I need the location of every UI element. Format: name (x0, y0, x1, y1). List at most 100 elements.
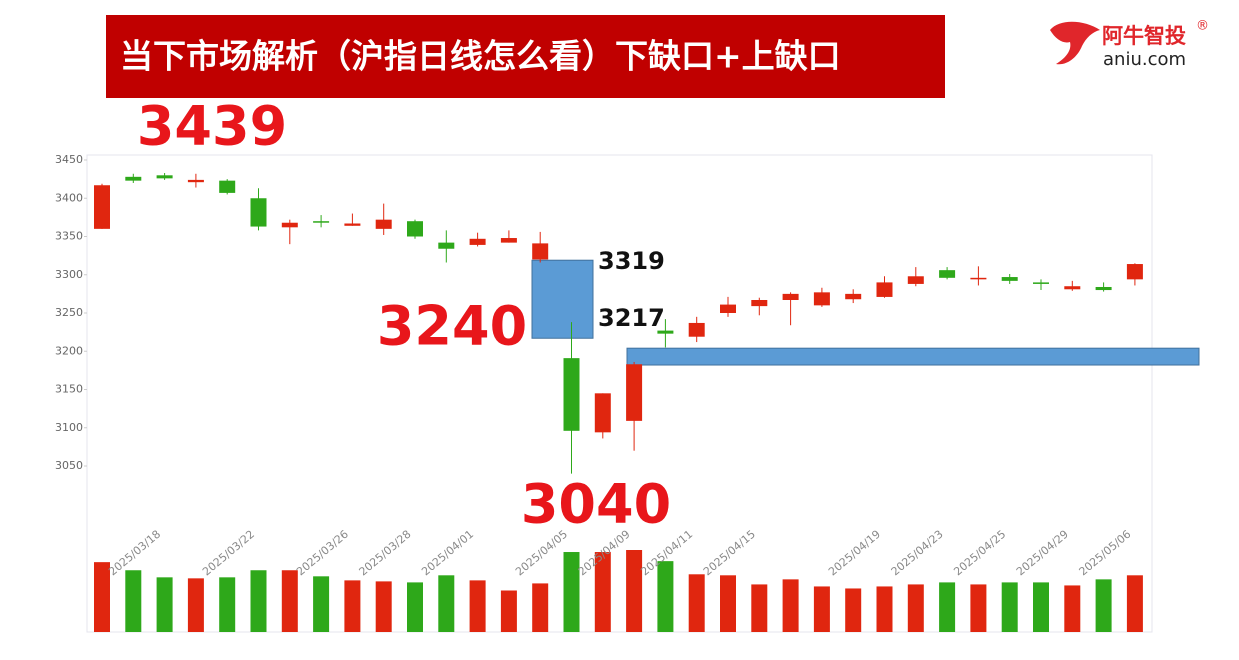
annotation: 3040 (521, 473, 671, 536)
candle-body (813, 292, 830, 306)
annotation: 3439 (137, 95, 287, 158)
candle-body (407, 221, 423, 237)
candle-body (94, 185, 110, 229)
volume-bar (344, 580, 361, 632)
volume-bar (281, 570, 298, 632)
logo-site: aniu.com (1103, 49, 1186, 70)
candle-body (1064, 286, 1081, 290)
candle-body (313, 221, 330, 223)
gap-box (531, 259, 594, 339)
volume-bar (313, 576, 330, 632)
y-tick-label: 3350 (55, 230, 83, 243)
volume-bar (500, 590, 517, 632)
x-tick-label: 2025/03/26 (294, 528, 351, 579)
volume-bar (94, 562, 110, 632)
candle-body (563, 358, 580, 431)
volume-bar (438, 575, 455, 632)
chart-title: 当下市场解析（沪指日线怎么看）下缺口+上缺口 (120, 37, 841, 76)
volume-bar (156, 577, 173, 632)
candle-body (187, 179, 204, 183)
candle-body (1033, 282, 1049, 284)
volume-bar (1001, 582, 1018, 632)
volume-bar (657, 561, 674, 632)
y-tick-label: 3450 (55, 153, 83, 166)
candle-body (845, 293, 862, 300)
volume-bar (594, 552, 611, 632)
volume-bar (939, 582, 956, 632)
x-tick-label: 2025/04/23 (889, 528, 946, 579)
candle-body (907, 276, 924, 284)
volume-bar (187, 578, 204, 632)
candle-body (876, 282, 893, 297)
candle-body (626, 364, 643, 421)
gap-low-label: 3217 (598, 304, 665, 332)
candle-body (375, 219, 392, 229)
volume-bar (688, 574, 705, 632)
candle-body (720, 304, 736, 313)
candle-body (500, 238, 517, 243)
volume-bar (1126, 575, 1143, 632)
volume-bar (845, 588, 862, 632)
candle-body (250, 198, 267, 227)
candle-body (939, 270, 956, 278)
candle-body (469, 238, 486, 245)
candle-body (594, 393, 611, 433)
x-tick-label: 2025/04/29 (1014, 528, 1071, 579)
volume-bar (1095, 579, 1112, 632)
candle-body (688, 322, 705, 337)
volume-bar (720, 575, 736, 632)
volume-bar (751, 584, 768, 632)
x-tick-label: 2025/04/15 (701, 528, 758, 579)
x-tick-label: 2025/03/28 (357, 528, 414, 579)
volume-bar (876, 586, 893, 632)
volume-bar (1064, 585, 1081, 632)
candle-body (219, 180, 236, 193)
plot-frame (86, 154, 1153, 633)
candle-body (970, 277, 987, 280)
y-tick-label: 3050 (55, 459, 83, 472)
x-tick-label: 2025/04/25 (951, 528, 1008, 579)
y-tick-label: 3300 (55, 268, 83, 281)
volume-bar (407, 582, 423, 632)
candle-body (1001, 277, 1018, 281)
volume-bar (782, 579, 799, 632)
y-tick-label: 3400 (55, 191, 83, 204)
candle-body (281, 222, 298, 228)
candle-body (344, 223, 361, 226)
volume-bar (563, 552, 580, 632)
volume-bar (907, 584, 924, 632)
candle-body (438, 242, 455, 249)
annotation: 3240 (377, 295, 527, 358)
candle-body (657, 330, 674, 334)
volume-bar (219, 577, 236, 632)
volume-bar (1033, 582, 1049, 632)
logo-mark: ® (1196, 19, 1209, 34)
logo-icon (1050, 21, 1100, 65)
y-tick-label: 3150 (55, 383, 83, 396)
candle-body (532, 243, 549, 260)
candle-body (156, 175, 173, 179)
candle-body (782, 293, 799, 300)
logo-name: 阿牛智投 (1102, 24, 1186, 48)
y-tick-label: 3200 (55, 344, 83, 357)
x-tick-label: 2025/04/01 (419, 528, 476, 579)
x-tick-label: 2025/04/19 (826, 528, 883, 579)
volume-bar (469, 580, 486, 632)
volume-bar (375, 581, 392, 632)
title-banner (106, 15, 945, 98)
y-tick-label: 3250 (55, 306, 83, 319)
volume-bar (970, 584, 987, 632)
gap-box (626, 347, 1200, 366)
volume-bar (813, 586, 830, 632)
x-tick-label: 2025/05/06 (1077, 528, 1134, 579)
candle-body (1095, 286, 1112, 291)
gap-high-label: 3319 (598, 247, 665, 275)
candle-body (1126, 264, 1143, 280)
volume-bar (532, 583, 549, 632)
candle-body (751, 299, 768, 307)
candle-body (125, 176, 142, 181)
volume-bar (125, 570, 142, 632)
y-tick-label: 3100 (55, 421, 83, 434)
volume-bar (626, 550, 643, 632)
